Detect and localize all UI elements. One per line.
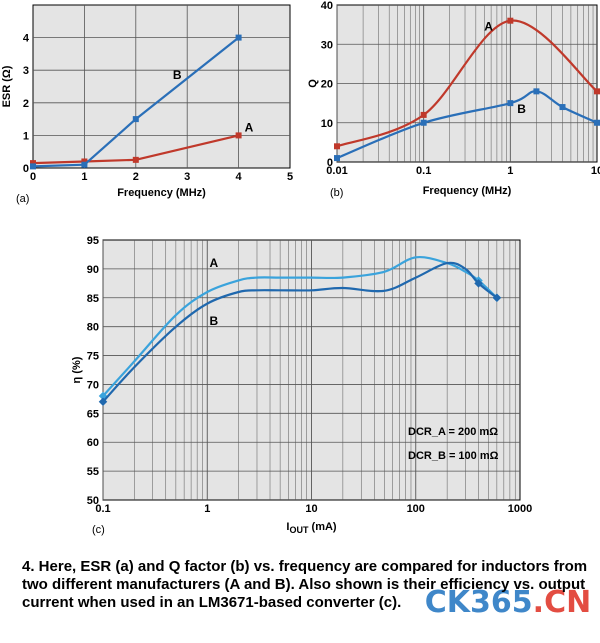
data-point (559, 104, 566, 111)
y-tick-label: 0 (327, 157, 333, 169)
x-tick-label: 0.1 (95, 503, 110, 515)
x-tick-label: 10 (305, 503, 317, 515)
data-point (235, 132, 242, 139)
series-B-b: B (334, 88, 600, 162)
y-tick-label: 85 (87, 293, 99, 305)
y-tick-label: 95 (87, 235, 99, 247)
data-point (30, 163, 36, 170)
data-point (81, 158, 88, 165)
x-tick-label: 0.1 (416, 165, 431, 177)
grid-c (102, 240, 520, 500)
x-tick-label: 1 (507, 165, 513, 177)
y-tick-label: 0 (23, 163, 29, 175)
chart-c: 0.1 1 10 100 1000 50 55 60 65 70 75 80 85 90 95 IOUT (m… (71, 235, 532, 536)
data-point (132, 116, 139, 123)
y-tick-label: 3 (23, 65, 29, 77)
data-point (81, 161, 88, 168)
series-line (102, 255, 498, 397)
y-tick-label: 55 (87, 466, 99, 478)
watermark-logo: CK365.CN (425, 585, 591, 620)
x-tick-label: 1000 (508, 503, 532, 515)
data-point (594, 88, 600, 95)
series-B-c: B (98, 261, 502, 407)
x-tick-label: 100 (407, 503, 425, 515)
panel-label: (c) (92, 524, 105, 536)
data-point (474, 279, 483, 288)
x-axis-title: IOUT (mA) (286, 521, 337, 535)
x-axis-title: Frequency (MHz) (117, 187, 206, 199)
data-point (507, 17, 514, 24)
y-tick-label: 4 (23, 33, 30, 45)
x-tick-label: 3 (184, 171, 190, 183)
data-point (334, 155, 340, 162)
x-tick-label: 10 (591, 165, 600, 177)
series-A-b: A (334, 17, 600, 150)
y-tick-label: 30 (321, 39, 333, 51)
x-tick-label: 0 (30, 171, 36, 183)
y-tick-label: 50 (87, 495, 99, 507)
chart-b: 0.01 0.1 1 10 0 10 20 30 40 Frequency (MHz) Q (b) A B (307, 0, 600, 199)
data-point (507, 100, 514, 107)
y-tick-label: 80 (87, 322, 99, 334)
data-point (533, 88, 540, 95)
data-point (30, 160, 36, 167)
y-tick-label: 70 (87, 379, 99, 391)
figure-caption: 4. Here, ESR (a) and Q factor (b) vs. fr… (22, 558, 588, 611)
y-tick-label: 10 (321, 118, 333, 130)
y-axis-title: η (%) (71, 356, 83, 383)
annotation: DCR_A = 200 mΩ (408, 426, 498, 438)
series-B-a: B (30, 34, 242, 170)
watermark-text: CK365.CN (425, 585, 591, 620)
data-point (132, 156, 139, 163)
series-label: B (210, 314, 219, 328)
series-line (32, 36, 240, 168)
data-point (420, 119, 427, 126)
series-label: B (517, 102, 526, 116)
chart-a: 0 1 2 3 4 5 0 1 2 3 4 Frequency (MHz) ESR (Ω) (a) A B (1, 4, 293, 205)
y-tick-label: 60 (87, 437, 99, 449)
data-point (594, 119, 600, 126)
plot-area-a (32, 4, 291, 169)
y-tick-label: 65 (87, 408, 99, 420)
data-point (98, 397, 108, 407)
panel-label: (a) (16, 193, 29, 205)
x-axis-title: Frequency (MHz) (423, 185, 512, 197)
y-tick-label: 40 (321, 0, 333, 12)
y-tick-label: 90 (87, 264, 99, 276)
series-line (102, 261, 498, 403)
x-tick-label: 1 (204, 503, 210, 515)
x-tick-label: 5 (287, 171, 293, 183)
data-point (235, 34, 242, 41)
series-line (336, 19, 598, 148)
data-point (334, 143, 340, 150)
x-tick-label: 4 (236, 171, 243, 183)
x-tick-label: 2 (133, 171, 139, 183)
y-tick-label: 2 (23, 98, 29, 110)
data-point (492, 293, 502, 303)
series-label: A (245, 120, 254, 134)
y-axis-title: Q (307, 79, 319, 88)
y-tick-label: 20 (321, 79, 333, 91)
x-tick-label: 0.01 (326, 165, 347, 177)
series-label: A (210, 256, 219, 270)
series-label: A (484, 19, 493, 33)
series-line (32, 134, 239, 165)
y-tick-label: 75 (87, 351, 99, 363)
grid-b (336, 5, 597, 162)
y-tick-label: 1 (23, 130, 29, 142)
grid-a (33, 5, 290, 168)
data-point (420, 111, 427, 118)
y-axis-title: ESR (Ω) (1, 65, 13, 107)
annotation: DCR_B = 100 mΩ (408, 450, 499, 462)
series-label: B (173, 68, 182, 82)
x-tick-label: 1 (81, 171, 87, 183)
panel-label: (b) (330, 187, 343, 199)
series-A-a: A (30, 120, 254, 167)
